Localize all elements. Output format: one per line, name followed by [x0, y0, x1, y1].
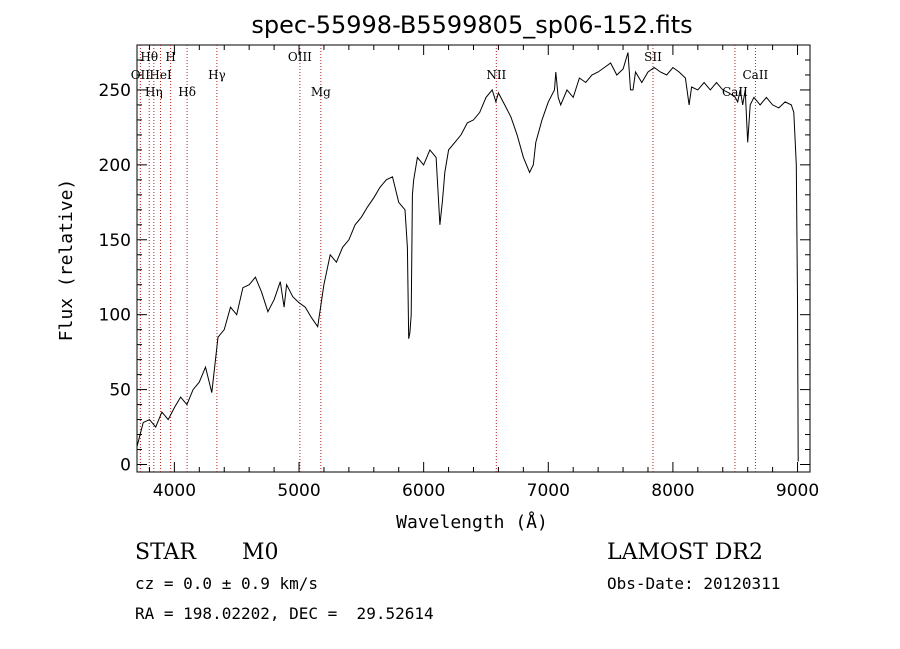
y-tick-label: 100	[99, 306, 131, 326]
spectral-line-markers	[139, 45, 756, 472]
y-tick-label: 150	[99, 231, 131, 251]
spectrum-chart: spec-55998-B5599805_sp06-152.fits HθOIIH…	[56, 11, 819, 533]
y-tick-label: 50	[109, 381, 131, 401]
line-label-7: OIII	[288, 50, 312, 64]
y-tick-label: 200	[99, 156, 131, 176]
line-label-5: Hδ	[178, 85, 196, 99]
line-label-0: Hθ	[140, 50, 158, 64]
x-axis-label: Wavelength (Å)	[396, 511, 548, 533]
spectrum-line	[136, 52, 799, 462]
survey-name: LAMOST DR2	[607, 540, 763, 565]
x-tick-label: 4000	[153, 481, 196, 501]
line-label-2: Hη	[145, 85, 163, 99]
line-label-4: H	[165, 50, 175, 64]
x-tick-label: 8000	[651, 481, 694, 501]
line-label-3: HeI	[149, 68, 172, 82]
y-tick-label: 250	[99, 81, 131, 101]
y-axis-ticks: 0 50 100 150 200 250	[99, 59, 810, 476]
redshift-cz: cz = 0.0 ± 0.9 km/s	[135, 574, 319, 593]
obs-date: Obs-Date: 20120311	[607, 574, 781, 593]
object-subclass: M0	[242, 540, 279, 565]
line-label-12: CaII	[742, 68, 768, 82]
x-tick-label: 9000	[776, 481, 819, 501]
object-class: STAR	[135, 540, 196, 565]
x-tick-label: 5000	[277, 481, 320, 501]
y-tick-label: 0	[120, 456, 131, 476]
x-tick-label: 7000	[527, 481, 570, 501]
x-axis-ticks: 4000 5000 6000 7000 8000 9000	[148, 45, 819, 501]
chart-title: spec-55998-B5599805_sp06-152.fits	[251, 11, 692, 39]
line-label-10: SII	[644, 50, 662, 64]
line-label-9: NII	[486, 68, 506, 82]
plot-frame	[136, 44, 811, 473]
line-label-6: Hγ	[208, 68, 226, 82]
line-label-8: Mg	[311, 85, 331, 99]
x-tick-label: 6000	[402, 481, 445, 501]
coordinates: RA = 198.02202, DEC = 29.52614	[135, 604, 434, 623]
y-axis-label: Flux (relative)	[56, 179, 77, 342]
